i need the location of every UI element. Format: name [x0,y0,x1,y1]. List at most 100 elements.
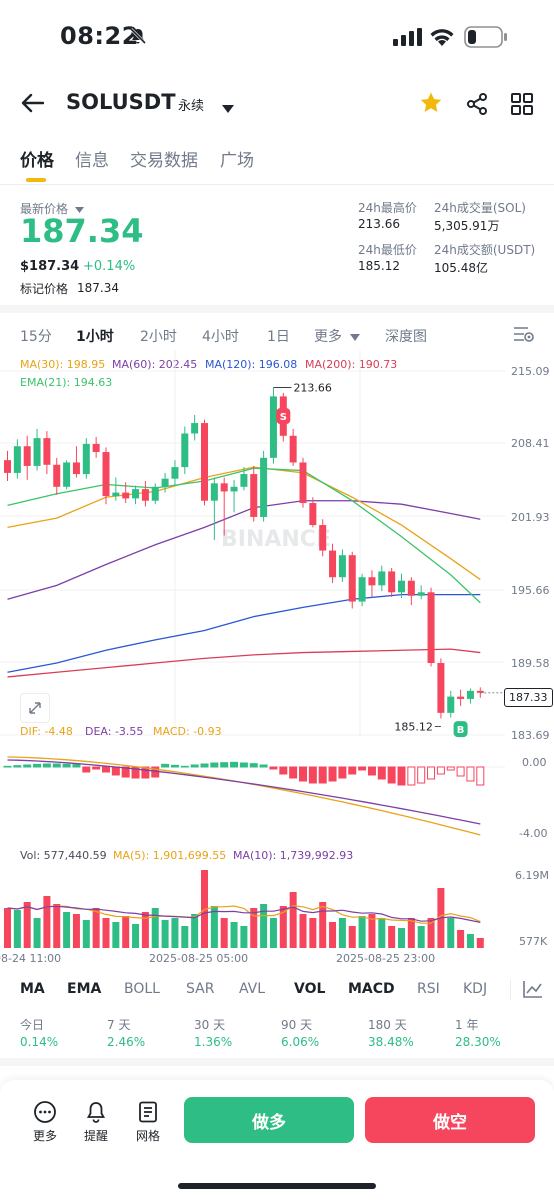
macd-histogram-bar [161,763,170,768]
silent-mode-icon [128,26,148,50]
grid-trading-button[interactable]: 网格 [128,1100,168,1144]
macd-histogram-bar [210,762,219,768]
indicator-ema[interactable]: EMA [67,981,102,997]
indicator-avl[interactable]: AVL [239,981,266,997]
volume-bar [289,892,297,948]
volume-bar [250,908,258,948]
indicator-ma[interactable]: MA [20,981,45,997]
indicator-rsi[interactable]: RSI [417,981,440,997]
interval-1d[interactable]: 1日 [267,329,290,345]
volume-bar [33,918,41,948]
perf-label: 今日 [20,1018,45,1032]
indicator-kdj[interactable]: KDJ [463,981,488,997]
candle-body [4,460,11,473]
back-arrow-icon[interactable] [20,92,45,118]
volume-ma10-line [7,905,481,923]
volume-bar [358,916,366,948]
layout-grid-icon[interactable] [510,92,534,120]
macd-histogram-bar [407,766,416,786]
volume-bar [407,918,415,948]
vol-ma10-legend: MA(10): 1,739,992.93 [233,849,354,862]
indicator-settings-icon[interactable] [522,979,544,1003]
volume-bar [427,918,435,948]
tab-price[interactable]: 价格 [20,151,54,171]
volume-usdt-value: 105.48亿 [434,261,488,275]
fullscreen-expand-icon[interactable] [20,693,50,723]
macd-histogram-bar [466,766,475,782]
candle-body [466,690,474,699]
alert-button[interactable]: 提醒 [76,1100,116,1144]
indicator-boll[interactable]: BOLL [124,981,160,997]
interval-15m[interactable]: 15分 [20,329,52,345]
interval-2h[interactable]: 2小时 [140,329,177,345]
macd-histogram-bar [259,764,268,768]
candlestick-chart[interactable]: BINANCE 213.66 185.12 S B [0,340,554,740]
candle-body [417,592,425,596]
macd-histogram-bar [52,763,61,768]
candle-body [230,486,238,492]
volume-bar [279,906,287,948]
interval-1h[interactable]: 1小时 [76,329,114,345]
candle-body [122,492,130,499]
perf-value: 38.48% [368,1035,414,1049]
tab-info[interactable]: 信息 [75,151,109,171]
battery-icon [464,26,508,52]
interval-more[interactable]: 更多 [314,326,361,346]
perf-label: 90 天 [281,1018,313,1032]
grid-label: 网格 [135,1129,160,1143]
macd-axis-label: -4.00 [519,827,548,840]
interval-4h[interactable]: 4小时 [202,329,239,345]
chart-settings-icon[interactable] [513,325,535,347]
contract-type-label: 永续 [178,99,205,114]
indicator-sar[interactable]: SAR [186,981,215,997]
macd-histogram-bar [141,766,150,779]
tab-trading-data[interactable]: 交易数据 [130,151,198,171]
candle-body [132,489,140,499]
last-price-label[interactable]: 最新价格 [20,200,84,217]
volume-bar [466,934,474,948]
macd-histogram-bar [318,766,327,784]
volume-bar [151,908,159,948]
high-marker-label: 213.66 [293,382,332,395]
candle-body [82,443,90,475]
volume-bar [319,902,327,948]
macd-histogram-bar [92,766,101,770]
candle-body [53,464,61,487]
symbol-title[interactable]: SOLUSDT [66,90,176,114]
share-icon[interactable] [465,92,489,120]
sell-signal-marker [276,408,291,425]
favorite-star-icon[interactable] [419,91,443,119]
candle-body [33,438,41,466]
macd-histogram-bar [42,763,51,768]
candle-body [102,452,110,497]
macd-histogram-bar [230,761,239,768]
candle-body [388,571,396,593]
perf-label: 7 天 [107,1018,131,1032]
high-24h-value: 213.66 [358,217,400,231]
volume-bar [72,914,80,948]
volume-bar [476,938,484,948]
volume-bar [102,918,110,948]
candle-body [299,462,307,504]
volume-bar [43,896,51,948]
candle-body [368,577,376,586]
tab-square[interactable]: 广场 [220,151,254,171]
indicator-vol[interactable]: VOL [294,981,326,997]
candle-body [269,396,277,458]
symbol-dropdown-icon[interactable] [222,98,234,117]
price-axis-label: 201.93 [511,511,550,524]
macd-histogram-bar [220,762,229,768]
depth-chart-tab[interactable]: 深度图 [385,329,427,345]
price-axis-label: 183.69 [511,729,550,742]
candle-body [171,467,179,479]
candle-body [447,696,455,713]
indicator-macd[interactable]: MACD [348,981,395,997]
low-marker-label: 185.12 [394,720,433,733]
short-sell-button[interactable]: 做空 [365,1097,535,1143]
macd-dea-legend: DEA: -3.55 [85,725,144,738]
more-button[interactable]: 更多 [25,1100,65,1144]
low-24h-label: 24h最低价 [358,243,417,257]
long-buy-button[interactable]: 做多 [184,1097,354,1143]
candle-body [348,555,356,602]
perf-value: 6.06% [281,1035,320,1049]
